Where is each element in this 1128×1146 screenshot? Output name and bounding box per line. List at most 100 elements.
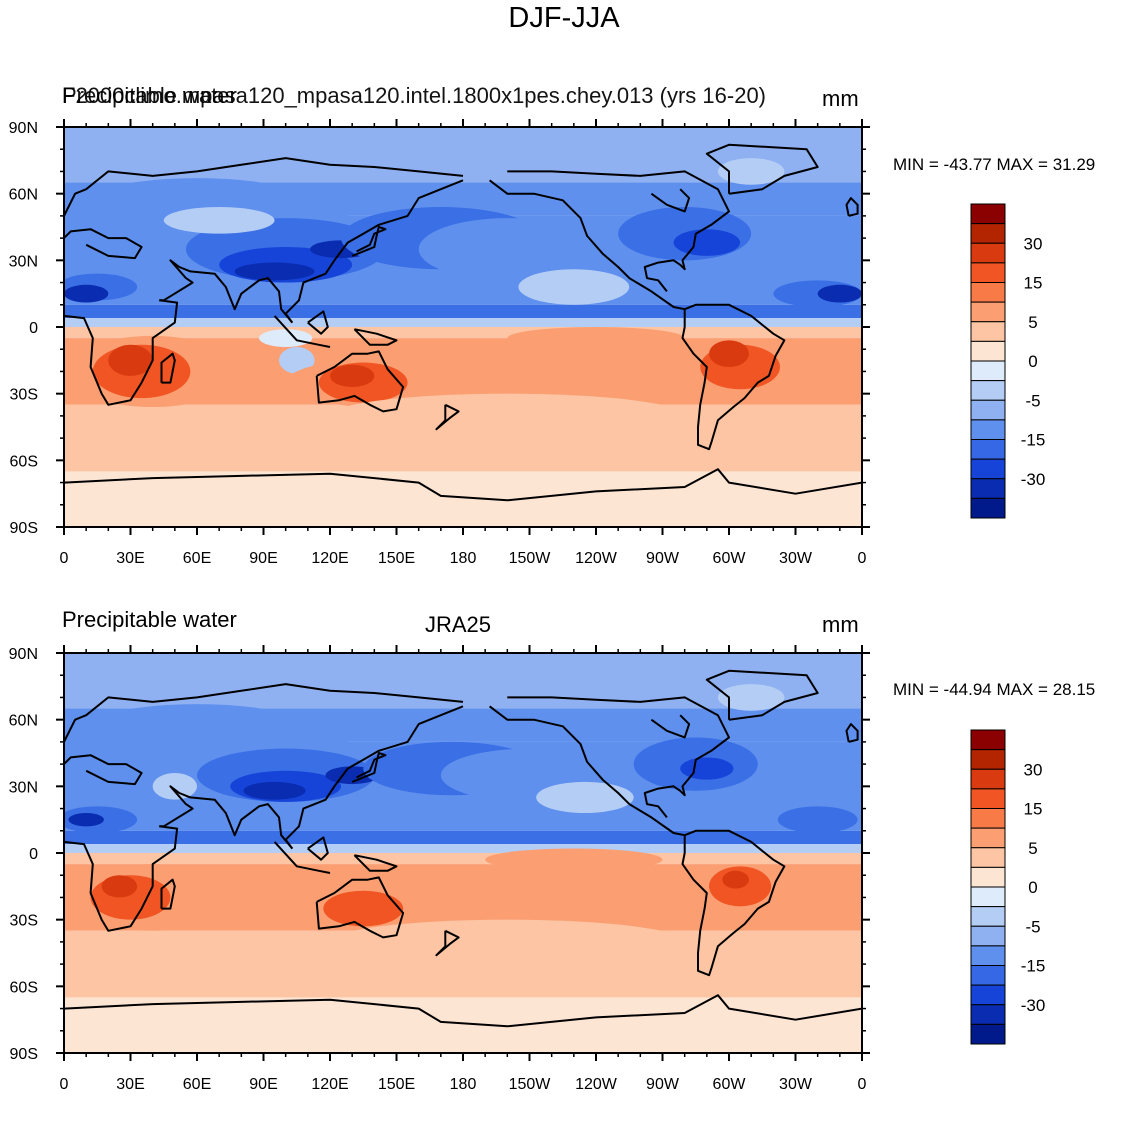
lon-tick-label: 120W (575, 1076, 618, 1093)
panel-center-label: F2000climo.mpasa120_mpasa120.intel.1800x… (62, 83, 767, 108)
lon-tick-label: 120E (311, 550, 348, 567)
colorbar-label: -15 (1021, 431, 1046, 450)
field-contour (717, 158, 785, 185)
colorbar-swatch (970, 965, 1006, 986)
coastline (435, 929, 460, 957)
field-contour (101, 875, 138, 898)
field-contour (717, 684, 785, 711)
field-contour (243, 781, 306, 800)
field-contour (323, 890, 404, 927)
field-contour (330, 393, 685, 439)
colorbar-swatch (970, 866, 1006, 888)
field-contour (518, 269, 630, 305)
field-contour (108, 344, 153, 376)
lon-tick-label: 90W (646, 550, 680, 567)
field-contour (777, 806, 858, 833)
field-band (64, 844, 862, 853)
field-layer (64, 127, 862, 527)
max-value: 31.29 (1052, 155, 1096, 174)
field-contour (536, 781, 634, 813)
field-contour (330, 364, 375, 387)
field-contour (68, 813, 104, 827)
lat-tick-label: 60N (9, 187, 38, 204)
min-value: -43.77 (943, 155, 992, 174)
coastline (351, 226, 387, 257)
colorbar-label: 5 (1028, 839, 1037, 858)
field-contour (680, 757, 734, 780)
colorbar-swatch (970, 439, 1006, 460)
lon-tick-label: 60E (183, 1076, 211, 1093)
colorbar-label: -15 (1021, 957, 1046, 976)
colorbar-swatch (970, 380, 1006, 401)
lat-tick-label: 90S (10, 520, 38, 537)
colorbar-label: -30 (1021, 470, 1046, 489)
field-band (64, 830, 862, 845)
map-plot: 90N 60N 30N 0 30S 60S 90S 0 30E 60E 90E 120E 150E 180… (9, 645, 1046, 1093)
lon-tick-label: 90E (249, 1076, 277, 1093)
coastline (64, 683, 464, 743)
lat-tick-label: 30S (10, 913, 38, 930)
field-band (64, 318, 862, 327)
coastline (435, 403, 460, 431)
colorbar-label: 0 (1028, 878, 1037, 897)
colorbar-swatch (970, 906, 1006, 927)
lon-tick-label: 0 (858, 1076, 867, 1093)
coastline (307, 310, 329, 335)
field-contour (673, 229, 741, 256)
field-band (64, 327, 862, 339)
lat-tick-label: 30N (9, 779, 38, 796)
lon-tick-label: 90E (249, 550, 277, 567)
lon-tick-label: 60E (183, 550, 211, 567)
colorbar-swatch (970, 808, 1006, 829)
coastline (650, 714, 691, 739)
panel-center-label: JRA25 (425, 612, 492, 637)
lon-tick-label: 0 (60, 550, 69, 567)
min-label: MIN = (893, 155, 939, 174)
field-band (64, 471, 862, 527)
coastline (315, 350, 405, 413)
coastline (705, 669, 819, 721)
coastline (507, 170, 730, 293)
lon-tick-label: 120E (311, 1076, 348, 1093)
field-contour (279, 347, 315, 374)
coastline (353, 328, 398, 346)
colorbar-label: 0 (1028, 352, 1037, 371)
coastline (64, 299, 179, 406)
field-contour (234, 262, 315, 281)
colorbar-label: -5 (1025, 391, 1040, 410)
min-max-readout: MIN = -44.94 MAX = 28.15 (893, 680, 1095, 700)
colorbar-swatch (970, 768, 1006, 790)
lon-tick-label: 150W (509, 550, 552, 567)
lat-tick-label: 0 (29, 846, 38, 863)
coastline (507, 696, 730, 819)
lat-tick-label: 0 (29, 320, 38, 337)
colorbar-swatch (970, 340, 1006, 362)
colorbar: 30 15 5 0 -5 -15 -30 (970, 203, 1046, 519)
colorbar-label: 30 (1024, 234, 1043, 253)
colorbar-swatch (970, 478, 1006, 499)
coastline (488, 705, 685, 837)
lat-tick-label: 90S (10, 1046, 38, 1063)
coastline (353, 854, 398, 872)
coastline (64, 825, 179, 932)
coastline (650, 188, 691, 213)
lon-tick-label: 150E (378, 550, 415, 567)
coastline (64, 157, 464, 217)
colorbar-swatch (970, 925, 1006, 947)
colorbar-swatch (970, 749, 1006, 770)
colorbar-swatch (970, 262, 1006, 283)
coastline (845, 197, 859, 217)
coastline (64, 468, 862, 502)
colorbar-swatch (970, 301, 1006, 323)
field-contour (163, 207, 275, 234)
lon-tick-label: 120W (575, 550, 618, 567)
colorbar-label: -5 (1025, 917, 1040, 936)
lon-tick-label: 150W (509, 1076, 552, 1093)
coastline (273, 841, 331, 874)
lat-tick-label: 60N (9, 713, 38, 730)
panel-left-label: Precipitable water (62, 607, 237, 632)
field-contour (817, 284, 862, 303)
lon-tick-label: 0 (60, 1076, 69, 1093)
min-label: MIN = (893, 680, 939, 699)
field-contour (330, 919, 685, 965)
